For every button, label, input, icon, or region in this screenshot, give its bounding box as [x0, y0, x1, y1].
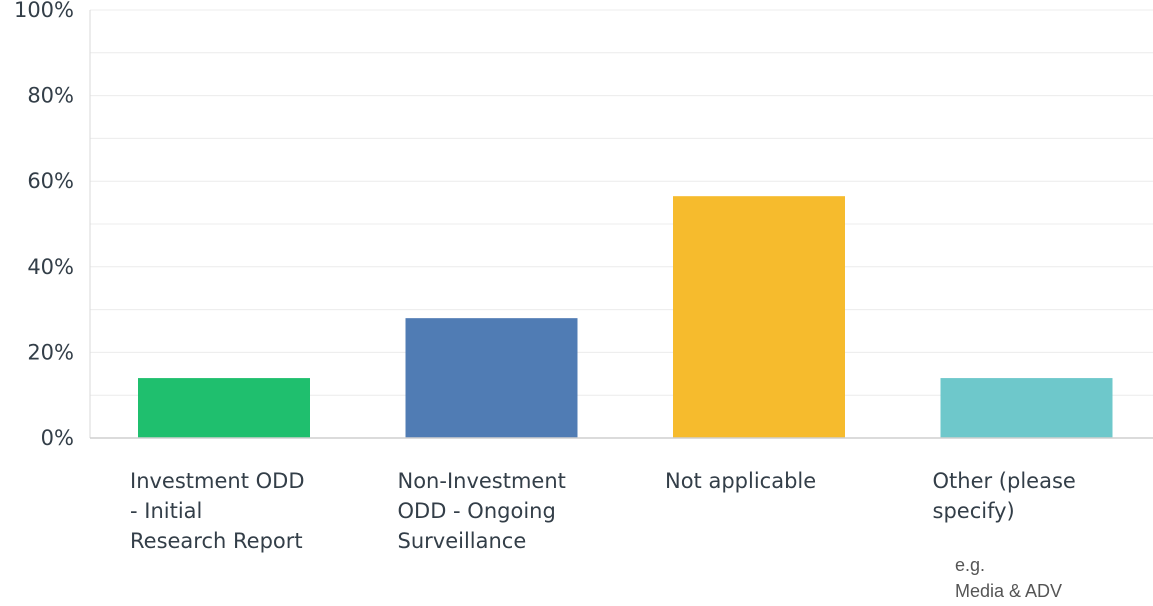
y-tick-label: 40%: [27, 255, 74, 279]
gridlines: [90, 9, 1153, 396]
bar: [940, 378, 1113, 438]
x-category-label: Investment ODD - Initial Research Report: [130, 469, 305, 553]
y-tick-label: 60%: [27, 169, 74, 193]
x-category-label: Not applicable: [665, 469, 817, 493]
bars: [138, 196, 1113, 438]
bar: [405, 318, 578, 438]
y-tick-label: 100%: [14, 0, 74, 22]
x-category-label: Non-Investment ODD - Ongoing Surveillanc…: [397, 469, 566, 553]
y-axis-ticks: 0% 20% 40% 60% 80% 100%: [14, 0, 74, 450]
y-tick-label: 0%: [41, 426, 74, 450]
bar: [673, 196, 845, 438]
annotation-note: e.g. Media & ADV: [955, 555, 1063, 601]
y-tick-label: 80%: [27, 84, 74, 108]
x-category-label: Other (please specify): [932, 469, 1076, 523]
bar: [138, 378, 310, 438]
y-tick-label: 20%: [27, 340, 74, 364]
